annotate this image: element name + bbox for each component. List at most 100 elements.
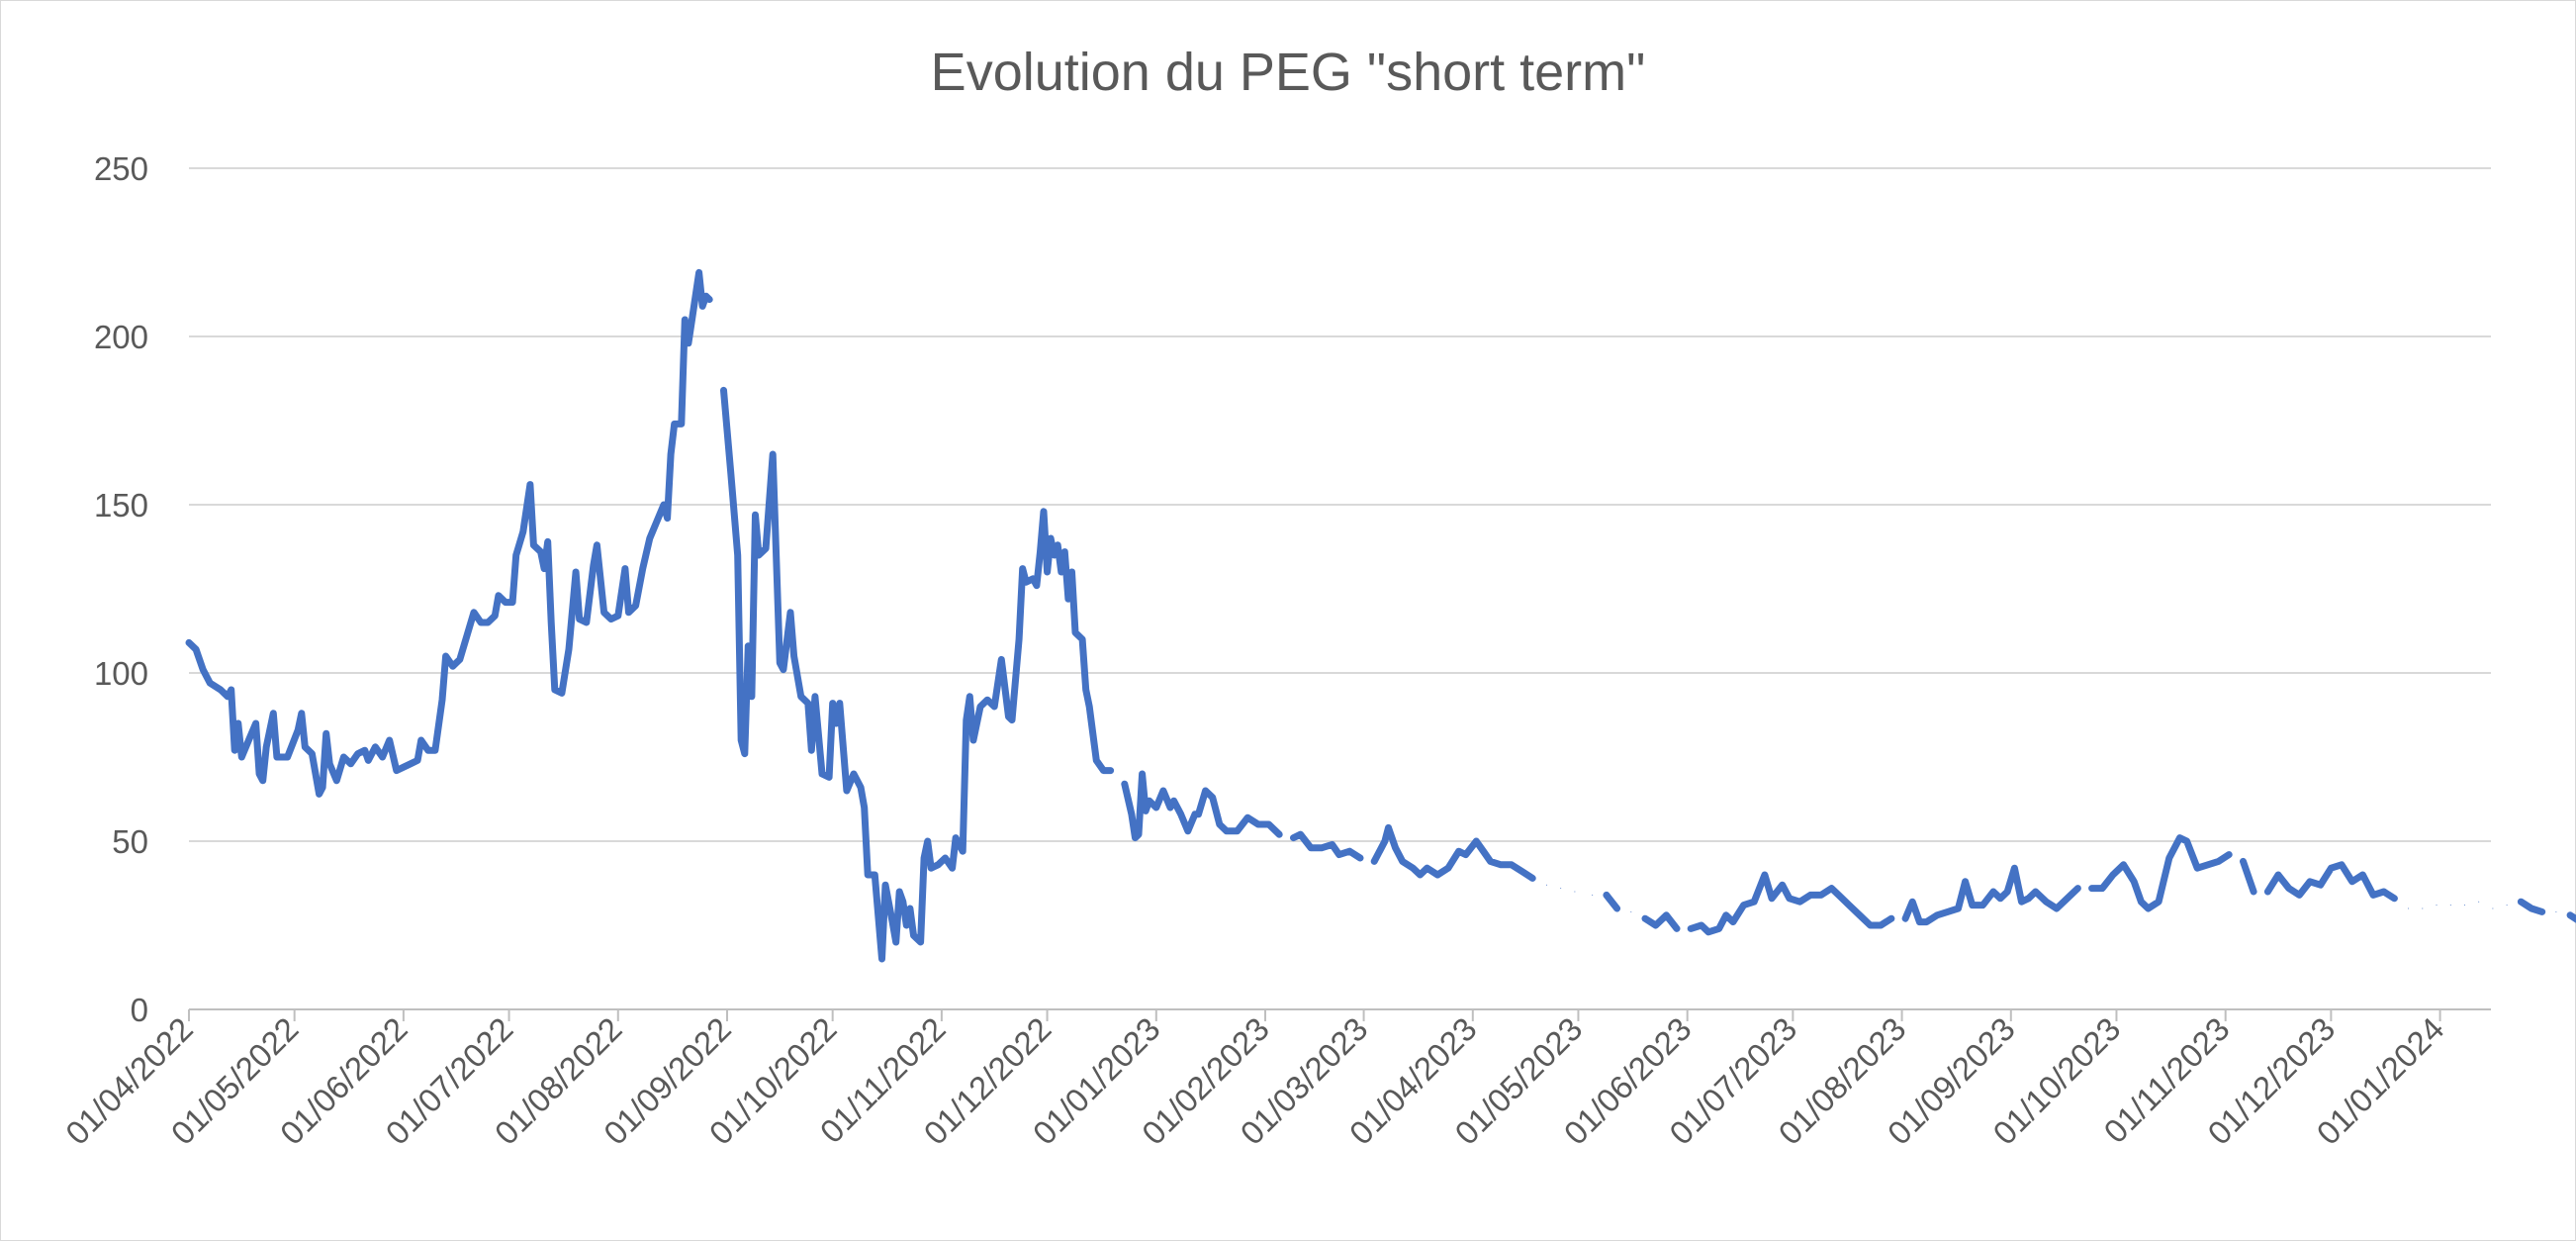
data-point (758, 554, 760, 556)
data-point (2408, 907, 2410, 909)
data-point (2148, 907, 2149, 909)
data-point (1008, 716, 1009, 717)
data-point (287, 756, 289, 758)
data-point (325, 732, 327, 734)
data-point (1918, 921, 1920, 923)
data-point (765, 547, 767, 549)
data-point (1718, 927, 1720, 929)
data-point (2422, 907, 2424, 909)
data-point (737, 554, 739, 556)
data-point (688, 342, 690, 344)
data-point (1257, 823, 1259, 825)
x-axis (188, 1008, 2491, 1021)
data-point (1436, 874, 1438, 876)
data-point (1838, 894, 1840, 896)
data-point (188, 641, 190, 643)
data-point (2393, 898, 2395, 900)
data-point (258, 773, 260, 775)
data-point (1246, 816, 1248, 818)
y-axis-labels: 0 50 100 150 200 250 (94, 150, 148, 1028)
data-point (265, 746, 267, 748)
data-point (220, 689, 222, 691)
data-point (772, 453, 774, 455)
data-point (1149, 800, 1150, 802)
data-point (635, 605, 637, 607)
data-point (674, 423, 676, 425)
data-point (1732, 921, 1734, 923)
data-point (511, 602, 513, 604)
data-point (1936, 914, 1938, 916)
data-point (1789, 898, 1791, 900)
data-point (860, 787, 862, 789)
data-point (884, 884, 886, 886)
data-point (1032, 578, 1034, 580)
data-point (319, 793, 321, 795)
data-point (793, 655, 795, 657)
data-point (1725, 914, 1727, 916)
data-point (1063, 551, 1065, 553)
data-point (1060, 571, 1062, 573)
data-point (1268, 823, 1270, 825)
data-point (846, 790, 848, 792)
data-point (2506, 905, 2508, 907)
data-point (498, 595, 500, 597)
data-point (1142, 773, 1144, 775)
data-point (1546, 884, 1547, 886)
data-point (1022, 568, 1024, 570)
data-point (1300, 833, 1302, 835)
data-point (1999, 898, 2001, 900)
data-point (1465, 854, 1467, 856)
data-point (586, 621, 588, 623)
data-point (357, 753, 359, 755)
data-point (1187, 830, 1189, 832)
data-point (1490, 860, 1492, 862)
data-point (255, 722, 257, 724)
data-point (681, 423, 683, 425)
data-point (304, 746, 306, 748)
data-point (2076, 888, 2078, 890)
data-point (1359, 857, 1361, 859)
data-point (1771, 898, 1773, 900)
data-point (2218, 860, 2220, 862)
data-point (832, 703, 834, 705)
data-point (1848, 905, 1850, 907)
data-point (262, 780, 264, 782)
data-point (1138, 833, 1140, 835)
data-point (543, 568, 545, 570)
data-point (835, 722, 837, 724)
data-point (1131, 813, 1133, 815)
data-point (1135, 837, 1136, 839)
data-point (1764, 874, 1766, 876)
data-point (1373, 860, 1375, 862)
data-point (1981, 905, 1983, 907)
data-point (1511, 864, 1513, 866)
data-point (2449, 905, 2451, 907)
data-point (1124, 783, 1126, 785)
data-point (708, 299, 710, 301)
data-point (1110, 770, 1112, 772)
data-point (1050, 537, 1052, 539)
data-point (1332, 843, 1334, 845)
data-point (1321, 847, 1323, 849)
data-point (1000, 658, 1002, 660)
data-point (311, 753, 313, 755)
data-point (1911, 901, 1913, 903)
data-point (945, 857, 946, 859)
data-point (1025, 581, 1027, 583)
data-point (233, 749, 235, 751)
data-point (1606, 894, 1608, 896)
data-point (240, 756, 242, 758)
data-point (276, 756, 278, 758)
data-point (1574, 891, 1576, 893)
data-point (1475, 840, 1477, 842)
data-point (2436, 905, 2438, 907)
data-point (427, 749, 429, 751)
data-point (810, 749, 812, 751)
data-point (2309, 881, 2311, 883)
data-point (237, 722, 239, 724)
data-point (1402, 860, 1404, 862)
data-point (610, 619, 612, 620)
data-point (2045, 901, 2047, 903)
data-point (1036, 585, 1038, 587)
